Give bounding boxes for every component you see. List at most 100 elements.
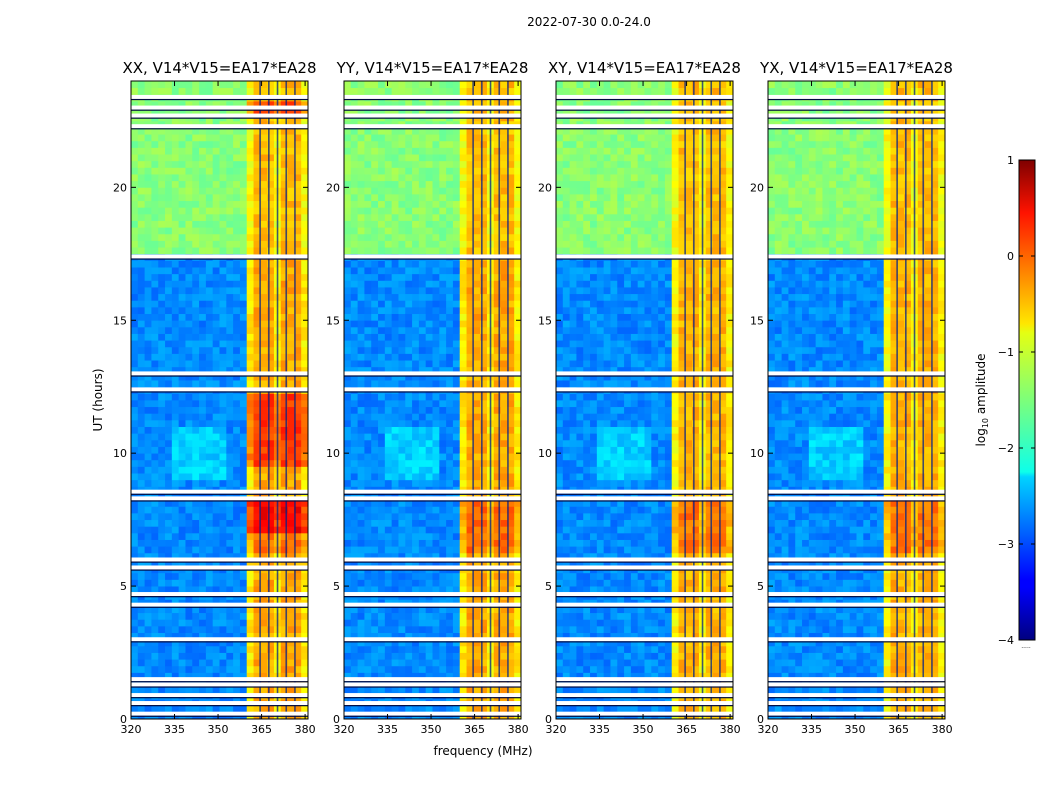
heatmap-cell: [425, 81, 433, 89]
heatmap-cell: [158, 140, 166, 148]
heatmap-cell: [205, 612, 214, 620]
heatmap-cell: [459, 127, 467, 135]
heatmap-cell: [364, 340, 372, 348]
heatmap-cell: [480, 639, 488, 647]
heatmap-cell: [507, 207, 515, 215]
heatmap-cell: [357, 526, 365, 534]
heatmap-cell: [473, 685, 481, 693]
heatmap-cell: [158, 306, 166, 315]
heatmap-cell: [158, 154, 166, 162]
heatmap-cell: [178, 200, 186, 208]
heatmap-cell: [226, 625, 234, 634]
heatmap-cell: [446, 220, 454, 228]
heatmap-cell: [425, 306, 433, 315]
heatmap-cell: [205, 606, 214, 614]
heatmap-cell: [405, 546, 413, 554]
heatmap-cell: [253, 260, 261, 268]
heatmap-cell: [212, 233, 220, 241]
heatmap-cell: [253, 333, 261, 341]
heatmap-cell: [466, 619, 474, 627]
heatmap-cell: [233, 446, 241, 454]
heatmap-cell: [405, 659, 413, 667]
heatmap-cell: [459, 366, 467, 374]
heatmap-cell: [384, 586, 393, 594]
heatmap-cell: [246, 107, 254, 115]
heatmap-cell: [446, 180, 454, 188]
heatmap-cell: [364, 572, 372, 580]
heatmap-cell: [199, 559, 207, 567]
heatmap-cell: [246, 606, 254, 614]
heatmap-cell: [280, 187, 288, 195]
heatmap-cell: [473, 400, 481, 408]
heatmap-cell: [418, 619, 427, 627]
heatmap-cell: [233, 340, 241, 348]
heatmap-cell: [144, 380, 152, 388]
heatmap-cell: [137, 100, 146, 108]
heatmap-cell: [158, 619, 166, 627]
heatmap-cell: [253, 180, 261, 188]
heatmap-cell: [205, 313, 214, 321]
heatmap-cell: [507, 546, 515, 554]
heatmap-cell: [280, 665, 288, 673]
heatmap-cell: [287, 333, 295, 341]
heatmap-cell: [452, 506, 461, 514]
flagged-row: [131, 105, 308, 110]
heatmap-cell: [192, 426, 200, 434]
heatmap-cell: [171, 240, 180, 248]
heatmap-cell: [151, 586, 159, 594]
heatmap-cell: [137, 586, 146, 594]
heatmap-cell: [165, 373, 173, 381]
heatmap-cell: [357, 506, 365, 514]
heatmap-cell: [158, 174, 166, 182]
heatmap-cell: [199, 446, 207, 454]
heatmap-cell: [233, 220, 241, 228]
heatmap-cell: [378, 619, 386, 627]
heatmap-cell: [412, 473, 420, 481]
heatmap-cell: [412, 393, 420, 401]
heatmap-cell: [233, 393, 241, 401]
heatmap-cell: [480, 300, 488, 308]
heatmap-cell: [412, 659, 420, 667]
heatmap-cell: [364, 267, 372, 275]
heatmap-cell: [507, 672, 515, 680]
heatmap-cell: [185, 393, 193, 401]
heatmap-cell: [493, 260, 501, 268]
heatmap-cell: [452, 373, 461, 381]
heatmap-cell: [178, 506, 186, 514]
heatmap-cell: [466, 313, 474, 321]
heatmap-cell: [493, 705, 501, 713]
heatmap-cell: [131, 154, 139, 162]
heatmap-cell: [294, 366, 302, 374]
heatmap-cell: [226, 167, 234, 175]
heatmap-cell: [466, 519, 474, 527]
heatmap-cell: [412, 453, 420, 461]
heatmap-cell: [192, 419, 200, 427]
heatmap-cell: [178, 705, 186, 713]
heatmap-cell: [260, 227, 268, 235]
heatmap-cell: [473, 499, 481, 507]
heatmap-cell: [418, 506, 427, 514]
heatmap-cell: [131, 193, 139, 202]
heatmap-cell: [405, 187, 413, 195]
heatmap-cell: [371, 652, 379, 660]
heatmap-cell: [371, 127, 379, 135]
heatmap-cell: [391, 167, 399, 175]
heatmap-cell: [364, 479, 372, 487]
heatmap-cell: [500, 645, 508, 653]
heatmap-cell: [398, 473, 406, 481]
heatmap-cell: [473, 220, 481, 228]
heatmap-cell: [178, 532, 186, 540]
heatmap-cell: [287, 207, 295, 215]
heatmap-cell: [452, 380, 461, 388]
heatmap-cell: [137, 406, 146, 414]
heatmap-cell: [192, 506, 200, 514]
heatmap-cell: [507, 287, 515, 295]
heatmap-cell: [260, 413, 268, 421]
heatmap-cell: [480, 439, 488, 447]
heatmap-cell: [473, 160, 481, 168]
heatmap-cell: [165, 473, 173, 481]
heatmap-cell: [260, 625, 268, 634]
heatmap-cell: [171, 373, 180, 381]
heatmap-cell: [165, 353, 173, 361]
heatmap-cell: [178, 413, 186, 421]
